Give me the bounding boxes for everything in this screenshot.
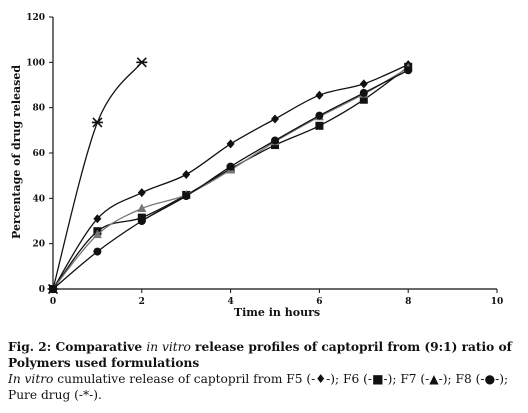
f6-line [52,66,409,290]
caption-title-end: release profiles of captopril from (9:1)… [8,340,512,370]
f8-point [226,162,235,171]
y-tick-label: 100 [26,58,45,68]
caption-note: In vitro cumulative release of captopril… [8,371,523,403]
f7-point [92,229,102,239]
y-tick-label: 40 [32,194,45,204]
y-axis-label: Percentage of drug released [10,65,23,239]
pure-drug-point [91,117,103,128]
y-tick-label: 60 [32,149,45,159]
pure-drug-line [52,61,143,290]
x-tick-label: 2 [139,297,145,307]
pure-drug-point [136,57,148,68]
y-tick-label: 120 [26,13,45,23]
f8-point [93,247,102,256]
x-tick-label: 8 [405,297,411,307]
caption-note-italic: In vitro [8,372,54,386]
x-tick-label: 10 [491,297,504,307]
y-tick-label: 20 [32,240,45,250]
caption-figure-number: Fig. 2: [8,340,52,354]
f8-point [137,217,146,225]
f6-point [359,95,368,104]
f8-point [182,192,191,201]
chart: Percentage of drug released Time in hour… [10,13,504,319]
f7-line [52,67,409,290]
caption-title-italic: in vitro [146,340,191,354]
x-axis-label: Time in hours [234,306,320,319]
f5-point [271,114,279,124]
f8-point [271,136,279,145]
f8-point [315,111,324,120]
f8-point [359,88,368,97]
f5-point [137,188,146,198]
f7-point [137,203,147,213]
f5-point [93,214,102,224]
figure-caption: Fig. 2: Comparative in vitro release pro… [8,339,523,403]
pure-drug-point [47,283,59,295]
x-tick-label: 0 [50,297,56,307]
y-tick-label: 80 [32,104,45,114]
f5-point [182,170,191,180]
y-tick-label: 0 [39,285,45,295]
caption-title-start: Comparative [51,340,147,354]
f6-point [315,121,324,130]
caption-note-text: cumulative release of captopril from F5 … [8,372,509,402]
f5-point [226,139,235,149]
x-tick-label: 4 [227,297,233,307]
f5-point [315,90,324,100]
x-tick-label: 6 [316,297,322,307]
f5-point [359,79,368,89]
f8-point [404,66,413,75]
